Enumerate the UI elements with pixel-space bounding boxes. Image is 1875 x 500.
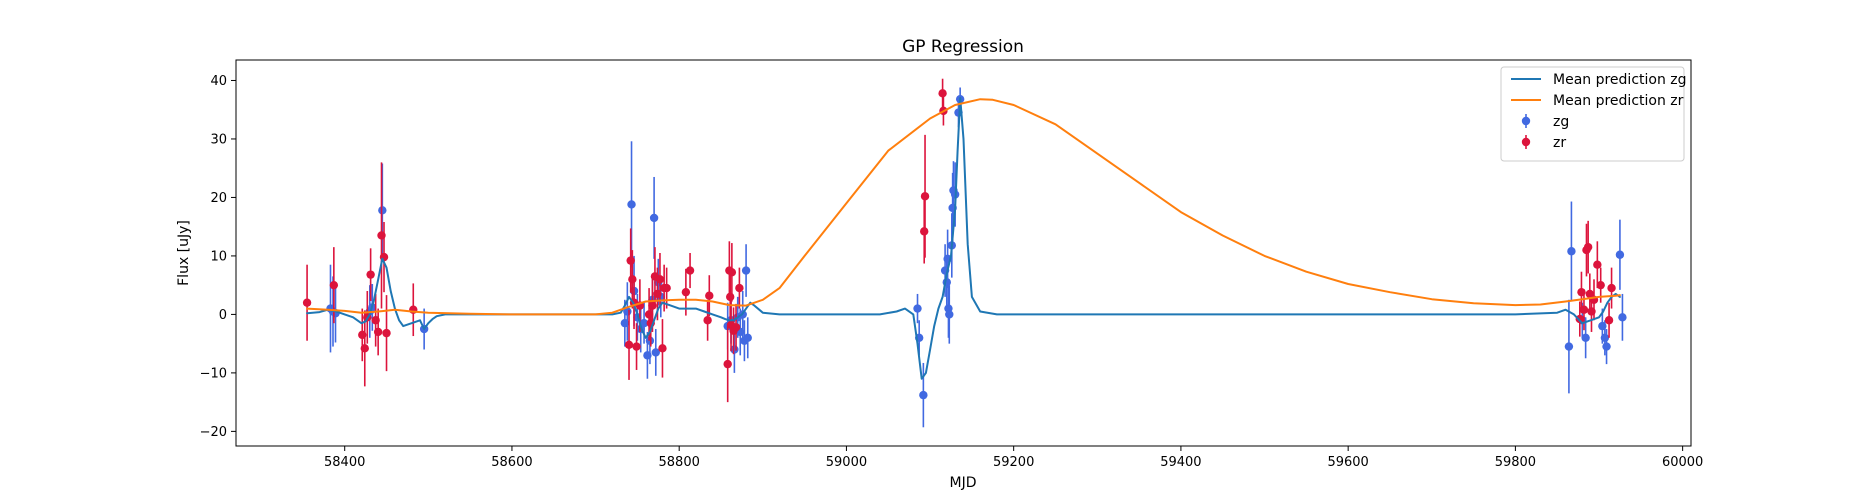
point-zg-50 (1602, 342, 1611, 351)
y-tick-label-4: 20 (210, 191, 227, 206)
plot-area (302, 78, 1627, 428)
axes-frame (235, 59, 1692, 447)
x-tick-label-7: 59800 (1495, 455, 1536, 470)
x-tick-label-3: 59000 (826, 455, 867, 470)
x-tick-label-8: 60000 (1662, 455, 1703, 470)
point-zg-32 (919, 390, 928, 400)
point-zr-3 (360, 344, 369, 353)
point-zr-10 (382, 328, 391, 338)
point-zg-30 (913, 304, 922, 313)
y-tick-label-6: 40 (210, 74, 227, 89)
legend-label-0: Mean prediction zg (1553, 72, 1687, 88)
point-zr-26 (662, 283, 671, 293)
point-zr-41 (938, 89, 947, 98)
point-zr-27 (681, 287, 691, 297)
point-zg-13 (639, 318, 649, 328)
point-zg-51 (1615, 250, 1625, 259)
point-zg-5 (378, 206, 387, 215)
legend-marker-3 (1521, 137, 1531, 147)
point-zr-13 (626, 256, 635, 265)
point-zr-37 (731, 323, 741, 332)
y-tick-label-5: 30 (210, 132, 227, 147)
point-zr-1 (329, 280, 339, 290)
y-tick-label-3: 10 (210, 249, 227, 264)
point-zr-28 (685, 266, 695, 275)
point-zg-29 (743, 333, 752, 343)
chart-title: GP Regression (902, 37, 1024, 57)
point-zg-49 (1600, 333, 1610, 343)
point-zr-52 (1596, 280, 1605, 290)
legend: Mean prediction zg Mean prediction zr zg zr (1500, 66, 1687, 162)
point-zg-15 (645, 336, 655, 345)
legend-marker-2 (1521, 116, 1531, 126)
point-zg-44 (1564, 342, 1574, 351)
plot-content (302, 78, 1627, 428)
point-zr-33 (725, 292, 735, 302)
point-zg-9 (627, 200, 636, 209)
point-zr-54 (1607, 283, 1616, 293)
legend-label-1: Mean prediction zr (1553, 93, 1684, 109)
x-tick-label-6: 59600 (1327, 455, 1368, 470)
point-zg-47 (1581, 333, 1590, 343)
x-tick-label-1: 58600 (491, 455, 532, 470)
point-zg-18 (651, 348, 660, 357)
point-zr-14 (628, 275, 637, 284)
point-zr-7 (373, 327, 383, 337)
y-tick-label-1: −10 (200, 366, 227, 381)
line-mean-prediction-zr (306, 98, 1621, 316)
x-tick-label-5: 59400 (1160, 455, 1201, 470)
point-zr-45 (1579, 305, 1589, 314)
point-zg-52 (1618, 313, 1627, 322)
point-zr-0 (302, 298, 312, 307)
point-zr-5 (366, 270, 375, 279)
x-tick-label-4: 59200 (993, 455, 1034, 470)
point-zr-30 (705, 291, 714, 300)
point-zg-37 (945, 310, 954, 319)
point-zr-40 (920, 192, 930, 201)
legend-label-3: zr (1553, 135, 1566, 151)
axes: 58400 58600 58800 59000 59200 59400 59600 59800… (200, 59, 1703, 470)
point-zg-28 (741, 266, 751, 275)
point-zr-16 (632, 342, 641, 351)
x-tick-label-0: 58400 (324, 455, 365, 470)
x-axis-label: MJD (950, 475, 977, 491)
point-zr-51 (1593, 260, 1602, 269)
point-zr-23 (655, 275, 665, 284)
legend-box (1500, 66, 1685, 162)
point-zg-17 (649, 213, 659, 223)
point-zr-29 (703, 316, 712, 325)
y-tick-label-0: −20 (200, 425, 227, 440)
y-axis-label: Flux [uJy] (176, 220, 192, 286)
point-zr-31 (723, 359, 732, 369)
point-zr-53 (1604, 316, 1614, 325)
x-tick-label-2: 58800 (659, 455, 700, 470)
point-zr-35 (727, 268, 737, 277)
legend-label-2: zg (1553, 114, 1569, 130)
point-zr-12 (624, 340, 634, 350)
point-zr-39 (919, 227, 929, 236)
line-mean-prediction-zg (306, 97, 1621, 380)
point-zr-24 (658, 344, 667, 353)
point-zr-47 (1583, 242, 1593, 252)
point-zr-38 (735, 283, 744, 293)
y-tick-label-2: 0 (219, 308, 227, 323)
point-zg-45 (1567, 247, 1576, 256)
